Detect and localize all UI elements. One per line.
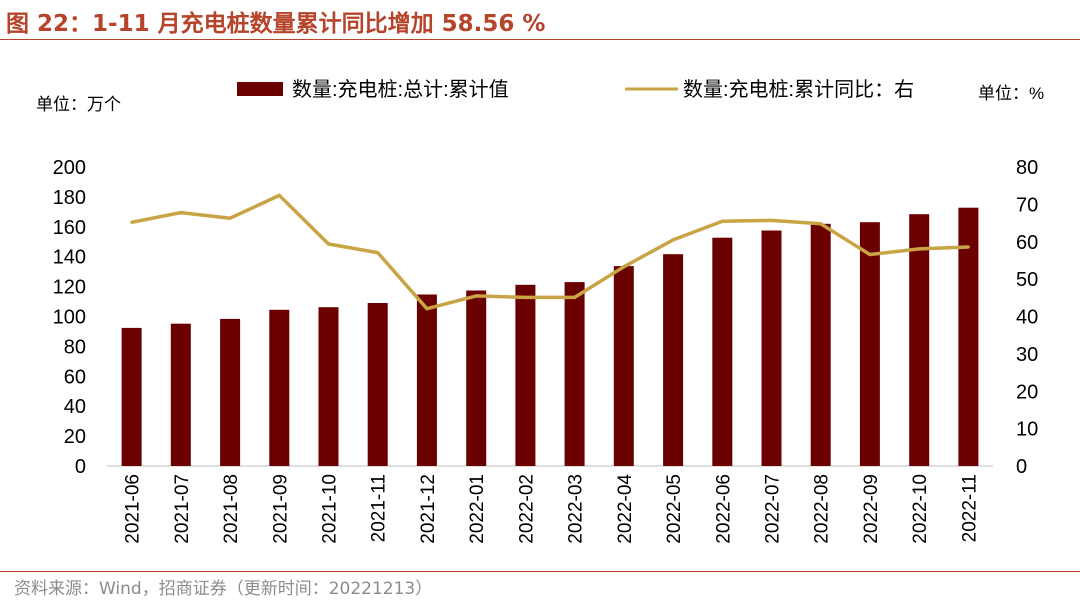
left-tick-label: 120	[53, 277, 86, 299]
right-axis-ticks: 0 10 20 30 40 50 60 70 80	[1016, 157, 1038, 478]
bar-2022-09	[859, 222, 880, 466]
x-tick-label: 2022-07	[763, 474, 784, 544]
x-tick-label: 2021-09	[270, 474, 291, 544]
line-point-2022-01	[474, 294, 478, 298]
bar-2021-09	[269, 309, 290, 466]
bar-2021-10	[318, 307, 339, 466]
bar-2022-10	[909, 214, 930, 466]
x-tick-label: 2021-12	[418, 474, 439, 544]
line-point-2021-07	[179, 211, 183, 215]
bar-2021-08	[220, 318, 241, 466]
left-tick-label: 200	[53, 157, 86, 179]
left-tick-label: 20	[64, 426, 86, 448]
right-tick-label: 10	[1016, 419, 1038, 441]
left-tick-label: 80	[64, 336, 86, 358]
bar-series	[121, 207, 979, 466]
line-point-2022-03	[573, 295, 577, 299]
bar-2022-04	[613, 266, 634, 466]
bar-2021-06	[121, 327, 142, 466]
bar-2022-01	[466, 290, 487, 466]
x-tick-label: 2022-11	[959, 474, 980, 542]
line-point-2022-06	[720, 219, 724, 223]
right-tick-label: 70	[1016, 194, 1038, 216]
x-tick-label: 2022-02	[516, 474, 537, 544]
bar-2022-07	[761, 230, 782, 466]
x-tick-label: 2022-06	[713, 474, 734, 544]
line-point-2021-12	[425, 307, 429, 311]
line-point-2021-06	[130, 220, 134, 224]
bar-2021-12	[416, 294, 437, 466]
left-tick-label: 60	[64, 366, 86, 388]
left-axis-ticks: 0 20 40 60 80 100 120 140 160 180 200	[53, 157, 86, 478]
x-axis-ticks: 2021-06 2021-07 2021-08 2021-09 2021-10 2021-…	[123, 474, 981, 544]
left-axis-unit-label: 单位：万个	[36, 95, 121, 114]
line-point-2022-10	[917, 247, 921, 251]
line-point-2022-09	[868, 253, 872, 256]
line-point-2021-08	[228, 216, 232, 220]
x-tick-label: 2021-07	[172, 474, 193, 544]
right-tick-label: 50	[1016, 269, 1038, 291]
bar-2022-02	[515, 284, 536, 466]
line-point-2022-08	[819, 222, 823, 226]
x-tick-label: 2022-05	[664, 474, 685, 544]
line-point-2022-04	[622, 265, 626, 269]
x-tick-label: 2021-10	[320, 474, 341, 544]
x-tick-label: 2022-03	[566, 474, 587, 544]
x-tick-label: 2022-04	[615, 474, 636, 544]
line-point-2021-11	[376, 251, 380, 255]
right-tick-label: 60	[1016, 232, 1038, 254]
figure-title: 图 22：1-11 月充电桩数量累计同比增加 58.56 %	[6, 11, 546, 37]
line-point-2022-05	[671, 238, 675, 242]
line-point-2022-07	[770, 218, 773, 222]
line-series	[130, 193, 970, 311]
right-tick-label: 40	[1016, 307, 1038, 329]
right-axis-unit-label: 单位：%	[978, 84, 1044, 103]
title-divider	[0, 39, 1080, 40]
legend-bar-label: 数量:充电桩:总计:累计值	[292, 78, 509, 101]
x-tick-label: 2022-08	[812, 474, 833, 544]
legend: 数量:充电桩:总计:累计值 数量:充电桩:累计同比：右	[237, 78, 914, 101]
x-tick-label: 2022-09	[861, 474, 882, 544]
source-divider	[0, 571, 1080, 572]
x-tick-label: 2022-10	[910, 474, 931, 544]
bar-2022-08	[810, 223, 831, 466]
left-tick-label: 180	[53, 187, 86, 209]
source-note: 资料来源：Wind，招商证券（更新时间：20221213）	[14, 579, 433, 599]
x-tick-label: 2021-11	[369, 474, 390, 542]
right-tick-label: 30	[1016, 344, 1038, 366]
x-tick-label: 2021-06	[123, 474, 144, 544]
yoy-line	[131, 193, 969, 311]
x-tick-label: 2022-01	[467, 474, 488, 544]
bar-2022-03	[564, 282, 585, 466]
legend-line-label: 数量:充电桩:累计同比：右	[683, 78, 914, 101]
bar-2022-11	[958, 207, 979, 466]
bar-2022-06	[712, 237, 733, 466]
right-tick-label: 80	[1016, 157, 1038, 179]
legend-bar-swatch	[237, 82, 283, 96]
bar-2022-05	[663, 254, 684, 466]
right-tick-label: 20	[1016, 381, 1038, 403]
bar-2021-11	[367, 303, 388, 466]
line-point-2022-11	[966, 245, 970, 249]
line-point-2022-02	[523, 295, 527, 299]
x-tick-label: 2021-08	[221, 474, 242, 544]
left-tick-label: 100	[53, 307, 86, 329]
left-tick-label: 40	[64, 396, 86, 418]
line-point-2021-10	[327, 242, 330, 246]
bar-2021-07	[170, 323, 191, 466]
right-tick-label: 0	[1016, 456, 1027, 478]
left-tick-label: 0	[75, 456, 86, 478]
left-tick-label: 160	[53, 217, 86, 239]
left-tick-label: 140	[53, 247, 86, 269]
line-point-2021-09	[277, 193, 281, 197]
